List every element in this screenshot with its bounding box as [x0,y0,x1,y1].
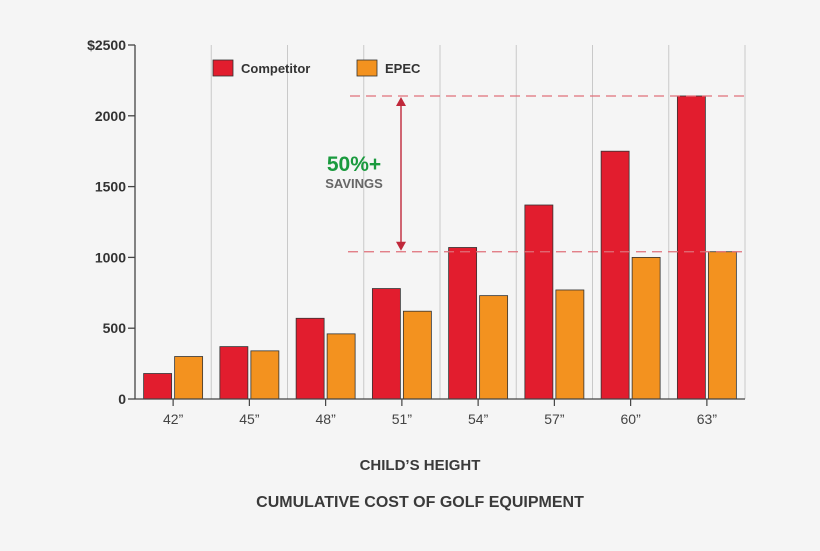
x-tick-label: 48” [316,411,337,427]
bar-competitor [143,373,173,400]
x-tick-label: 54” [468,411,489,427]
savings-annotation: 50%+ SAVINGS [325,95,745,253]
y-tick-label: 500 [103,320,127,336]
bar-competitor [371,288,401,400]
legend-label-competitor: Competitor [241,61,310,76]
y-tick-label: $2500 [87,37,126,53]
y-tick-label: 2000 [95,108,126,124]
bar-competitor [219,346,249,400]
bar-epec [174,356,204,400]
bar-competitor [676,95,706,400]
y-tick-labels: 0 500 1000 1500 2000 $2500 [87,37,126,407]
x-axis-label: CHILD’S HEIGHT [360,457,481,474]
bar-epec [631,256,661,400]
legend-label-epec: EPEC [385,61,421,76]
bar-competitor [600,150,630,400]
savings-arrow-head-up [396,96,406,106]
y-tick-label: 1500 [95,179,126,195]
bar-epec [479,295,509,400]
bar-epec [707,251,737,400]
legend: Competitor EPEC [212,59,421,77]
x-tick-label: 45” [239,411,260,427]
savings-headline: 50%+ [327,153,381,176]
y-tick-label: 1000 [95,249,126,265]
x-tick-label: 60” [621,411,642,427]
bar-epec [555,289,585,400]
savings-subtext: SAVINGS [325,176,383,191]
x-tick-label: 51” [392,411,413,427]
bar-epec [250,350,280,400]
bar-competitor [295,317,325,400]
bars [143,95,737,400]
bar-epec [402,310,432,400]
x-tick-labels: 42” 45” 48” 51” 54” 57” 60” 63” [163,411,717,427]
bar-epec [326,333,356,400]
x-tick-label: 63” [697,411,718,427]
bar-competitor [524,204,554,400]
bar-competitor [448,247,478,400]
y-tick-label: 0 [118,391,126,407]
grid-lines [210,45,746,399]
x-tick-label: 42” [163,411,184,427]
legend-swatch-epec [356,59,378,77]
x-tick-label: 57” [544,411,565,427]
legend-swatch-competitor [212,59,234,77]
savings-arrow-head-down [396,241,406,251]
axes [128,44,745,406]
chart-title: CUMULATIVE COST OF GOLF EQUIPMENT [256,494,584,511]
